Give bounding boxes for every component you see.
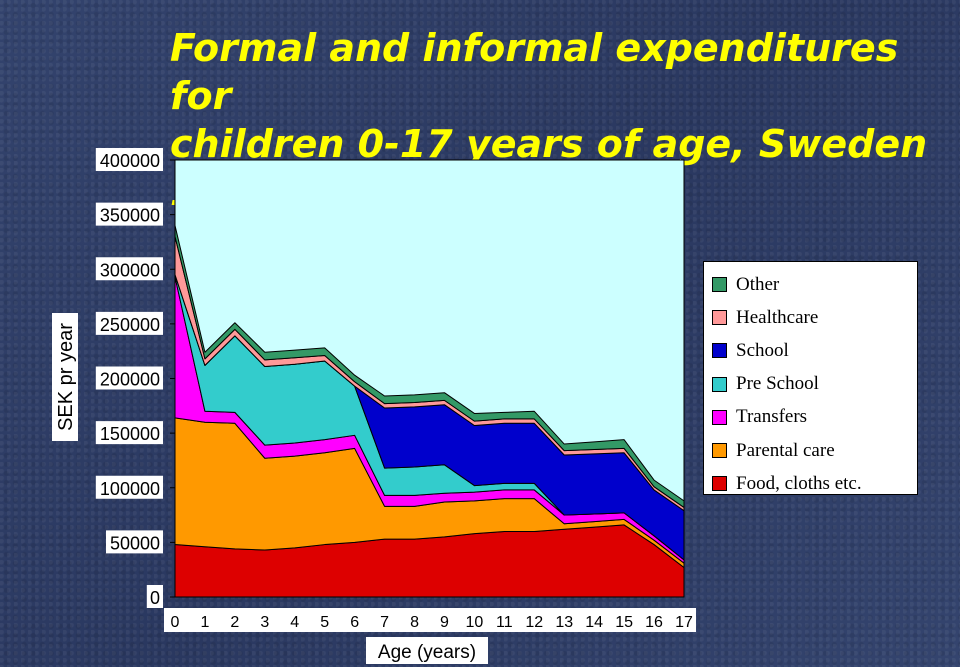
y-tick-label: 150000 [100, 424, 160, 444]
y-tick-label-bg [146, 585, 163, 608]
x-tick-label: 2 [230, 614, 239, 631]
y-tick-label: 0 [150, 588, 160, 608]
x-tick-label: 0 [171, 614, 180, 631]
x-tick-label: 13 [555, 614, 573, 631]
x-tick-label: 9 [440, 614, 449, 631]
legend-label: Other [736, 273, 780, 295]
legend-item-food-cloths-etc: Food, cloths etc. [712, 467, 917, 500]
legend-swatch [712, 343, 727, 359]
area-series-other [174, 225, 685, 508]
legend-swatch [712, 310, 727, 326]
y-tick-label-bg [106, 530, 163, 554]
legend-label: School [736, 339, 789, 361]
x-axis-label-bg [366, 637, 488, 664]
x-tick-label: 3 [260, 614, 269, 631]
legend-swatch [712, 476, 727, 492]
legend-swatch [712, 376, 727, 392]
chart-legend: Other Healthcare School Pre School Transfers… [703, 261, 918, 495]
x-axis-label: Age (years) [378, 642, 476, 663]
legend-item-other: Other [712, 268, 917, 301]
y-axis-label-bg [52, 313, 78, 441]
x-tick-label: 7 [380, 614, 389, 631]
legend-label: Transfers [736, 406, 808, 428]
x-tick-label: 11 [496, 614, 513, 631]
y-tick-label-bg [95, 257, 163, 281]
legend-item-healthcare: Healthcare [712, 301, 917, 334]
y-tick-label: 350000 [100, 206, 160, 226]
x-tick-label: 17 [675, 614, 693, 631]
y-tick-label-bg [95, 475, 163, 499]
legend-item-parental-care: Parental care [712, 434, 917, 467]
y-tick-label-bg [95, 202, 163, 226]
y-tick-label: 400000 [100, 151, 160, 171]
y-tick-label-bg [95, 366, 163, 390]
y-tick-label-bg [95, 311, 163, 335]
x-tick-label: 6 [350, 614, 359, 631]
x-tick-label: 15 [615, 614, 633, 631]
legend-label: Healthcare [736, 306, 819, 328]
chart-title-line-1: Formal and informal expenditures for [170, 26, 899, 118]
y-axis-label: SEK pr year [55, 323, 77, 431]
x-tick-label: 12 [525, 614, 543, 631]
x-tick-label: 10 [466, 614, 484, 631]
x-tick-labels-bg [164, 608, 696, 632]
legend-item-school: School [712, 334, 917, 367]
y-tick-label-bg [95, 421, 163, 445]
legend-item-transfers: Transfers [712, 401, 917, 434]
y-tick-label: 300000 [100, 260, 160, 280]
legend-label: Pre School [736, 373, 819, 395]
legend-label: Food, cloths etc. [736, 472, 862, 494]
y-tick-label: 250000 [100, 315, 160, 335]
legend-swatch [712, 277, 727, 293]
legend-swatch [712, 409, 727, 425]
y-tick-label: 50000 [110, 533, 160, 553]
x-tick-label: 1 [200, 614, 209, 631]
y-tick-label: 100000 [100, 479, 160, 499]
x-tick-label: 5 [320, 614, 329, 631]
legend-label: Parental care [736, 439, 835, 461]
x-tick-label: 16 [645, 614, 663, 631]
x-tick-label: 4 [290, 614, 299, 631]
y-tick-label: 200000 [100, 370, 160, 390]
legend-item-pre-school: Pre School [712, 368, 917, 401]
y-tick-label-bg [95, 148, 163, 171]
x-tick-label: 8 [410, 614, 419, 631]
legend-swatch [712, 443, 727, 459]
x-tick-label: 14 [585, 614, 603, 631]
